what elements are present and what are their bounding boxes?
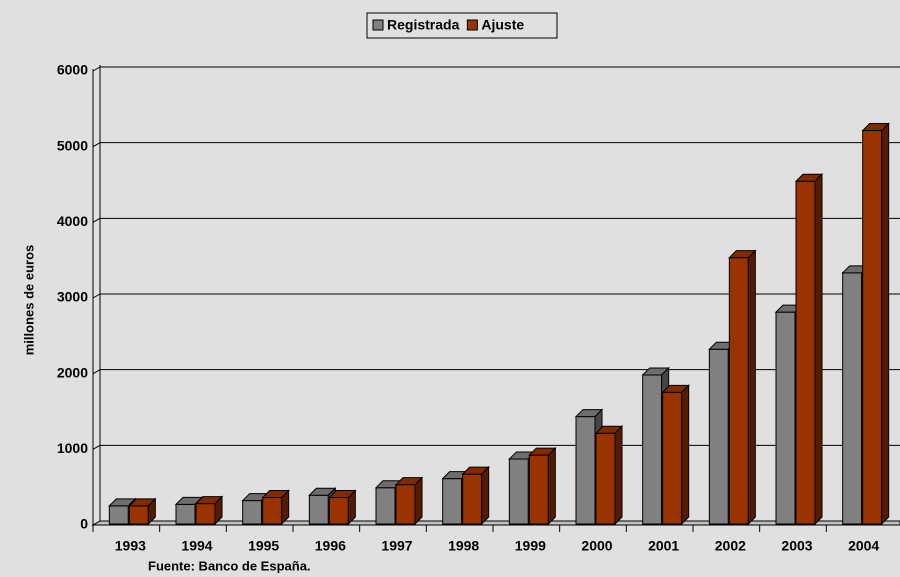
bar-front xyxy=(508,458,529,525)
y-tick xyxy=(92,369,101,375)
bar-front xyxy=(575,416,596,525)
bar-front xyxy=(375,487,396,525)
bar xyxy=(528,446,557,526)
bar-front xyxy=(128,505,149,525)
bar-side xyxy=(347,489,356,526)
x-tick-label: 1995 xyxy=(248,538,279,554)
bar-front xyxy=(708,348,729,525)
y-tick-label: 6000 xyxy=(57,62,88,78)
y-tick xyxy=(92,66,101,72)
x-tick-label: 2003 xyxy=(781,538,812,554)
y-tick xyxy=(92,142,101,148)
bar-front xyxy=(462,473,483,525)
bar-front xyxy=(842,272,863,525)
bar-front xyxy=(595,432,616,525)
bar-front xyxy=(442,478,463,525)
y-tick-label: 3000 xyxy=(57,289,88,305)
bar xyxy=(728,249,757,526)
bar-front xyxy=(395,484,416,525)
bar-front xyxy=(795,180,816,525)
bar xyxy=(394,476,424,526)
bar xyxy=(794,173,824,526)
x-tick-label: 1999 xyxy=(515,538,546,554)
x-tick-label: 1998 xyxy=(448,538,479,554)
x-tick-label: 1993 xyxy=(115,538,146,554)
legend-swatch xyxy=(466,19,478,31)
bar-front xyxy=(528,454,549,525)
bar-side xyxy=(214,495,223,526)
x-tick-label: 2001 xyxy=(648,538,679,554)
bar-front xyxy=(662,391,683,525)
x-tick-label: 2000 xyxy=(581,538,612,554)
bar-front xyxy=(308,494,329,525)
bar xyxy=(861,122,890,526)
y-tick-label: 1000 xyxy=(57,440,88,456)
source-note: Fuente: Banco de España. xyxy=(148,558,311,573)
legend-box xyxy=(366,12,558,39)
bar-front xyxy=(262,497,283,525)
bar-front xyxy=(108,505,129,525)
bar-front xyxy=(728,257,749,525)
bar-front xyxy=(242,500,263,525)
bar-side xyxy=(481,465,490,526)
x-tick-label: 1996 xyxy=(315,538,346,554)
bar-front xyxy=(642,374,663,525)
legend-label: Registrada xyxy=(387,17,460,33)
floor xyxy=(91,520,900,526)
bar xyxy=(328,489,357,526)
bar-side xyxy=(881,122,890,526)
bar-side xyxy=(147,497,156,526)
y-axis-label: millones de euros xyxy=(21,245,36,356)
bar xyxy=(261,489,290,526)
bar-front xyxy=(175,503,196,525)
bar-side xyxy=(681,384,690,526)
y-tick xyxy=(92,217,101,223)
bar-side xyxy=(814,173,823,526)
legend-label: Ajuste xyxy=(481,17,524,33)
bar-side xyxy=(414,476,423,526)
x-tick-label: 1997 xyxy=(381,538,412,554)
bar-side xyxy=(747,249,756,526)
x-tick-label: 2002 xyxy=(715,538,746,554)
bar xyxy=(661,384,690,526)
bar xyxy=(594,425,624,526)
bar xyxy=(194,495,224,526)
bar-side xyxy=(547,446,556,526)
x-tick-label: 2004 xyxy=(848,538,879,554)
bar-front xyxy=(862,130,883,525)
bar-front xyxy=(328,497,349,525)
y-tick-label: 5000 xyxy=(57,137,88,153)
y-tick-label: 2000 xyxy=(57,364,88,380)
legend-swatch xyxy=(372,19,384,31)
bar xyxy=(308,487,337,526)
y-tick xyxy=(92,444,101,450)
bar xyxy=(461,465,490,526)
y-tick xyxy=(92,293,101,299)
y-tick-label: 0 xyxy=(80,516,88,532)
bar-side xyxy=(614,425,623,526)
bar-front xyxy=(195,503,216,525)
legend: Registrada Ajuste xyxy=(366,12,558,39)
bar xyxy=(128,497,157,526)
bar-front xyxy=(775,311,796,525)
bar-side xyxy=(281,489,290,526)
y-tick-label: 4000 xyxy=(57,213,88,229)
x-tick-label: 1994 xyxy=(181,538,212,554)
